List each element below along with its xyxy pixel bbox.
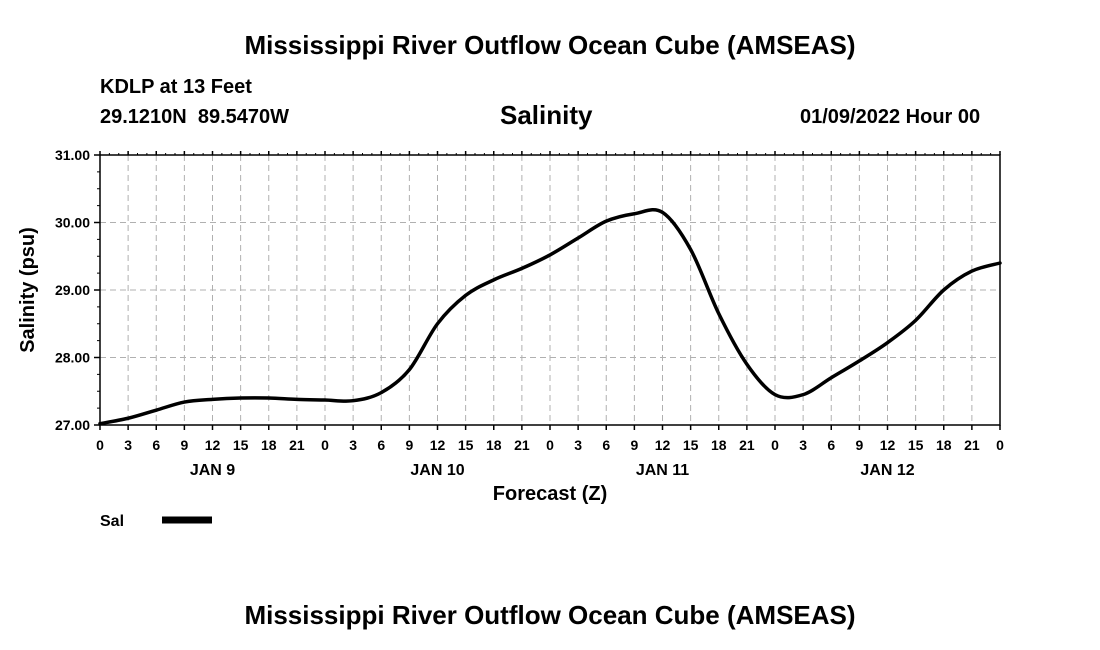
y-axis-title: Salinity (psu) — [17, 227, 39, 353]
x-tick-labels: 0 3 6 9 12 15 18 21 0 3 6 9 12 15 18 21 0 3 6 9 12 15 18 21 0 3 6 9… — [96, 437, 1004, 453]
x-tick-label: 9 — [180, 437, 188, 453]
y-tick-labels: 27.00 28.00 29.00 30.00 31.00 — [55, 147, 90, 433]
x-tick-label: 12 — [880, 437, 896, 453]
run-time-label: 01/09/2022 Hour 00 — [800, 106, 981, 128]
legend-label-sal: Sal — [100, 513, 124, 530]
chart-subtitle: Salinity — [500, 100, 593, 130]
y-tick-label: 27.00 — [55, 417, 90, 433]
x-tick-label: 18 — [711, 437, 727, 453]
x-tick-label: 15 — [233, 437, 249, 453]
x-tick-label: 6 — [377, 437, 385, 453]
x-tick-label: 0 — [771, 437, 779, 453]
y-tick-label: 28.00 — [55, 350, 90, 366]
y-tick-label: 30.00 — [55, 215, 90, 231]
x-tick-label: 9 — [630, 437, 638, 453]
x-tick-label: 15 — [908, 437, 924, 453]
x-tick-label: 0 — [546, 437, 554, 453]
x-tick-label: 0 — [321, 437, 329, 453]
axis-ticks — [94, 151, 1001, 430]
x-tick-label: 21 — [964, 437, 980, 453]
x-tick-label: 12 — [430, 437, 446, 453]
x-tick-label: 0 — [996, 437, 1004, 453]
x-tick-label: 18 — [936, 437, 952, 453]
x-tick-label: 9 — [855, 437, 863, 453]
x-tick-label: 6 — [152, 437, 160, 453]
day-label: JAN 9 — [190, 462, 235, 479]
station-label: KDLP at 13 Feet — [100, 76, 252, 98]
chart-title: Mississippi River Outflow Ocean Cube (AM… — [244, 30, 856, 60]
x-tick-label: 18 — [486, 437, 502, 453]
x-tick-label: 3 — [799, 437, 807, 453]
x-tick-label: 21 — [739, 437, 755, 453]
x-tick-label: 18 — [261, 437, 277, 453]
x-axis-title: Forecast (Z) — [493, 483, 607, 505]
y-tick-label: 29.00 — [55, 282, 90, 298]
x-tick-label: 15 — [683, 437, 699, 453]
x-tick-label: 12 — [655, 437, 671, 453]
x-tick-label: 15 — [458, 437, 474, 453]
x-tick-label: 21 — [514, 437, 530, 453]
series-line-sal — [98, 208, 1002, 426]
day-label: JAN 11 — [636, 462, 689, 479]
day-labels: JAN 9 JAN 10 JAN 11 JAN 12 — [190, 462, 915, 479]
footer-title: Mississippi River Outflow Ocean Cube (AM… — [244, 600, 856, 630]
x-tick-label: 21 — [289, 437, 305, 453]
x-tick-label: 0 — [96, 437, 104, 453]
day-label: JAN 12 — [860, 462, 914, 479]
y-tick-label: 31.00 — [55, 147, 90, 163]
location-label: 29.1210N 89.5470W — [100, 106, 290, 128]
grid-lines — [100, 155, 1000, 425]
x-tick-label: 9 — [405, 437, 413, 453]
x-tick-label: 6 — [827, 437, 835, 453]
x-tick-label: 3 — [574, 437, 582, 453]
x-tick-label: 6 — [602, 437, 610, 453]
x-tick-label: 12 — [205, 437, 221, 453]
x-tick-label: 3 — [124, 437, 132, 453]
day-label: JAN 10 — [410, 462, 464, 479]
x-tick-label: 3 — [349, 437, 357, 453]
